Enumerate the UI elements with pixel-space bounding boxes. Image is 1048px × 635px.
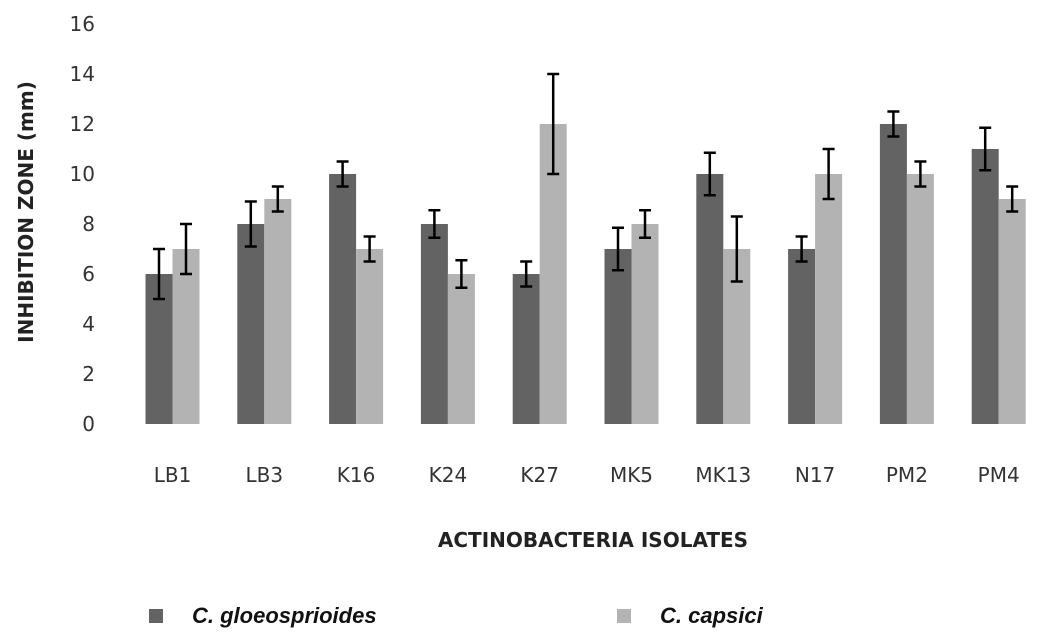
y-tick-label-12: 12 bbox=[70, 112, 95, 136]
x-tick-label-k27: K27 bbox=[520, 463, 559, 487]
bar-gloeosprioides-mk13 bbox=[696, 174, 724, 424]
y-tick-label-2: 2 bbox=[82, 362, 95, 386]
x-tick-label-k16: K16 bbox=[337, 463, 376, 487]
y-axis-ticks: 0 2 4 6 8 10 12 14 16 bbox=[70, 12, 95, 436]
bar-capsici-k24 bbox=[447, 274, 475, 424]
x-axis-title: ACTINOBACTERIA ISOLATES bbox=[438, 528, 748, 552]
y-tick-label-0: 0 bbox=[82, 412, 95, 436]
x-tick-label-k24: K24 bbox=[429, 463, 468, 487]
legend-label-gloeosprioides: C. gloeosprioides bbox=[192, 603, 377, 628]
bar-capsici-mk5 bbox=[631, 224, 659, 424]
x-tick-label-lb1: LB1 bbox=[154, 463, 192, 487]
x-axis-ticks: LB1 LB3 K16 K24 K27 MK5 MK13 N17 PM2 PM4 bbox=[154, 463, 1020, 487]
legend-swatch-gloeosprioides bbox=[149, 609, 163, 623]
bar-gloeosprioides-pm2 bbox=[879, 124, 907, 424]
legend: C. gloeosprioides C. capsici bbox=[149, 603, 764, 628]
x-tick-label-pm2: PM2 bbox=[886, 463, 928, 487]
bar-capsici-k16 bbox=[356, 249, 384, 424]
legend-label-capsici: C. capsici bbox=[660, 603, 764, 628]
y-tick-label-16: 16 bbox=[70, 12, 95, 36]
y-tick-label-14: 14 bbox=[70, 62, 95, 86]
bar-gloeosprioides-k27 bbox=[512, 274, 540, 424]
y-axis-title: INHIBITION ZONE (mm) bbox=[14, 81, 38, 343]
bar-gloeosprioides-n17 bbox=[788, 249, 816, 424]
bar-gloeosprioides-mk5 bbox=[604, 249, 632, 424]
bar-capsici-pm2 bbox=[906, 174, 934, 424]
y-tick-label-8: 8 bbox=[82, 212, 95, 236]
bar-gloeosprioides-pm4 bbox=[971, 149, 999, 424]
y-tick-label-10: 10 bbox=[70, 162, 95, 186]
x-tick-label-mk5: MK5 bbox=[610, 463, 653, 487]
bar-capsici-n17 bbox=[815, 174, 843, 424]
bar-capsici-lb1 bbox=[172, 249, 200, 424]
x-tick-label-n17: N17 bbox=[795, 463, 835, 487]
bar-gloeosprioides-lb3 bbox=[237, 224, 265, 424]
bars-group bbox=[145, 124, 1026, 424]
x-tick-label-mk13: MK13 bbox=[695, 463, 751, 487]
bar-gloeosprioides-k16 bbox=[329, 174, 357, 424]
x-tick-label-pm4: PM4 bbox=[978, 463, 1020, 487]
error-bars-group bbox=[153, 72, 1019, 301]
bar-gloeosprioides-k24 bbox=[420, 224, 448, 424]
legend-swatch-capsici bbox=[617, 609, 631, 623]
y-tick-label-4: 4 bbox=[82, 312, 95, 336]
y-tick-label-6: 6 bbox=[82, 262, 95, 286]
x-tick-label-lb3: LB3 bbox=[246, 463, 284, 487]
bar-capsici-pm4 bbox=[998, 199, 1026, 424]
bar-capsici-lb3 bbox=[264, 199, 292, 424]
